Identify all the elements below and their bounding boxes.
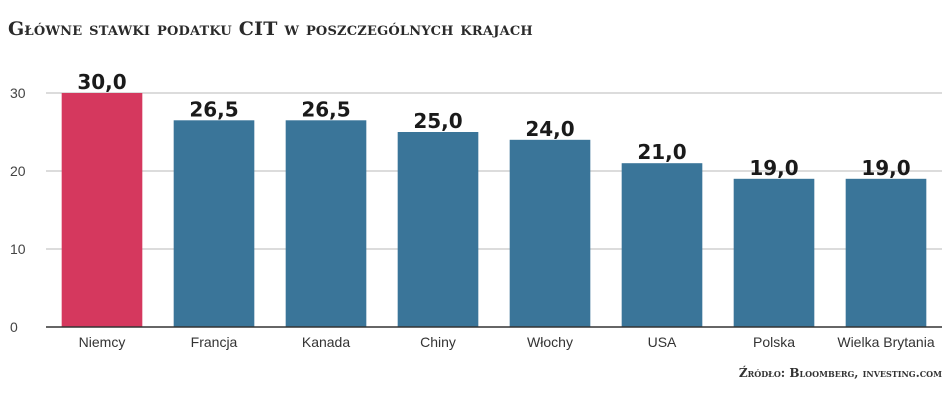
- bar-polska: [733, 178, 815, 327]
- data-label: 21,0: [637, 140, 686, 164]
- data-label: 26,5: [189, 97, 238, 121]
- bar-francja: [173, 120, 255, 327]
- x-tick-label: Kanada: [302, 334, 350, 350]
- bars: [61, 93, 927, 327]
- x-tick-label: Chiny: [420, 334, 456, 350]
- bar-usa: [621, 163, 703, 327]
- data-label: 26,5: [301, 97, 350, 121]
- y-tick-label: 0: [10, 319, 18, 335]
- data-labels: 30,0 26,5 26,5 25,0 24,0 21,0 19,0 19,0: [77, 70, 910, 180]
- x-tick-label: Włochy: [527, 334, 573, 350]
- bar-chiny: [397, 132, 479, 327]
- x-axis-ticks: Niemcy Francja Kanada Chiny Włochy USA Polska W…: [79, 334, 935, 350]
- data-label: 30,0: [77, 70, 126, 94]
- x-tick-label: Niemcy: [79, 334, 126, 350]
- x-tick-label: Polska: [753, 334, 795, 350]
- chart-source: Źródło: Bloomberg, investing.com: [738, 366, 942, 380]
- bar-włochy: [509, 139, 591, 327]
- chart-title: Główne stawki podatku CIT w poszczególny…: [8, 18, 533, 40]
- bar-wielka-brytania: [845, 178, 927, 327]
- x-tick-label: Francja: [191, 334, 238, 350]
- data-label: 19,0: [861, 156, 910, 180]
- data-label: 25,0: [413, 109, 462, 133]
- bar-kanada: [285, 120, 367, 327]
- y-tick-label: 20: [10, 163, 26, 179]
- x-tick-label: USA: [648, 334, 677, 350]
- data-label: 19,0: [749, 156, 798, 180]
- x-tick-label: Wielka Brytania: [837, 334, 934, 350]
- bar-niemcy: [61, 93, 143, 327]
- data-label: 24,0: [525, 117, 574, 141]
- y-tick-label: 30: [10, 85, 26, 101]
- y-tick-label: 10: [10, 241, 26, 257]
- y-axis-ticks: 0 10 20 30: [10, 85, 26, 335]
